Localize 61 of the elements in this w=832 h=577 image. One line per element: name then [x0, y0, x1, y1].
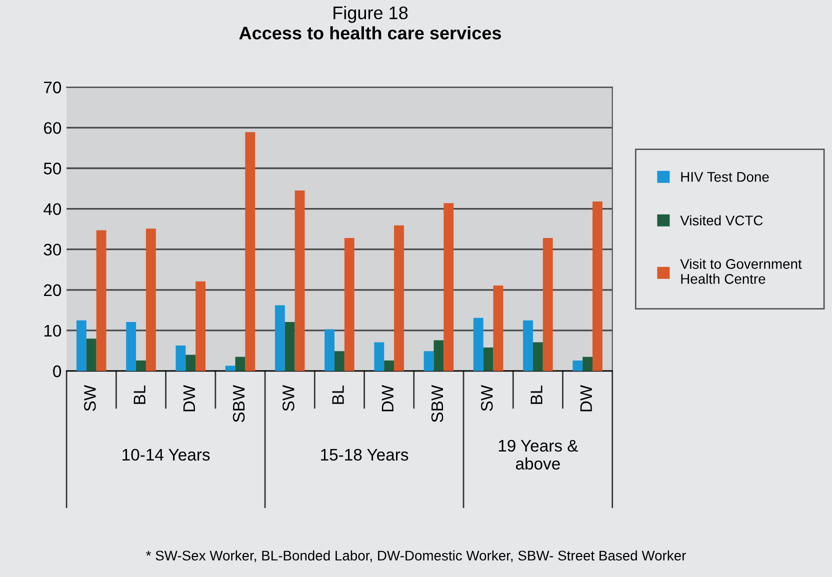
y-tick-label: 70 [44, 82, 62, 94]
legend-label: Visit to Government Health Centre [680, 258, 802, 284]
bar [542, 238, 553, 372]
bar [592, 201, 602, 372]
bar [76, 320, 86, 372]
bar [334, 351, 344, 372]
y-tick-label: 10 [44, 324, 62, 337]
bar [186, 354, 196, 372]
bar [146, 228, 156, 372]
text: 19 Years & above [498, 440, 578, 470]
bar [394, 225, 404, 372]
x-tick-label: DW [382, 384, 394, 412]
chart-subtitle: Access to health care services [239, 26, 501, 40]
chart-title: Figure 18 [334, 6, 408, 23]
bar [245, 132, 256, 372]
bar [444, 203, 454, 372]
x-tick-label: SW [480, 384, 493, 411]
bar [434, 340, 444, 372]
text: 15-18 Years [321, 448, 408, 461]
text: 10-14 Years [122, 448, 210, 461]
y-tick-label: 40 [44, 203, 62, 215]
x-tick-label: SW [282, 384, 294, 411]
legend-label: HIV Test Done [681, 172, 769, 182]
bar [582, 356, 593, 372]
bar [284, 322, 295, 372]
bar [324, 329, 334, 372]
bar [136, 360, 146, 372]
bar [294, 190, 305, 372]
bar [473, 318, 484, 372]
y-tick-label: 20 [44, 284, 62, 296]
x-tick-label: DW [580, 384, 592, 412]
y-tick-label: 30 [44, 244, 62, 256]
bar [196, 281, 206, 372]
y-tick-label: 50 [44, 162, 62, 174]
text: * SW-Sex Worker, BL-Bonded Labor, DW-Domestic Worker, SBW- Street Based Worker [146, 550, 686, 562]
y-tick-label: 0 [53, 365, 62, 378]
bar [572, 360, 583, 372]
x-tick-label: DW [183, 384, 195, 412]
bar [483, 347, 494, 372]
bar [176, 345, 186, 372]
x-tick-label: SBW [431, 384, 444, 422]
x-tick-label: BL [332, 385, 344, 404]
x-tick-label: SBW [232, 384, 245, 422]
bar [235, 356, 246, 372]
x-tick-label: BL [530, 385, 542, 404]
bar [532, 342, 543, 372]
y-tick-label: 60 [44, 122, 62, 134]
x-tick-label: SW [84, 384, 96, 411]
bar [96, 230, 106, 372]
bar [225, 366, 236, 372]
bar [344, 238, 354, 372]
bar [274, 305, 285, 372]
bar [384, 360, 394, 372]
bar [424, 351, 434, 372]
bar [493, 285, 504, 372]
bar [86, 338, 96, 372]
bar [523, 320, 533, 372]
legend-label: Visited VCTC [680, 215, 763, 226]
bar [374, 342, 384, 372]
bar [126, 322, 136, 372]
x-tick-label: BL [134, 385, 146, 404]
